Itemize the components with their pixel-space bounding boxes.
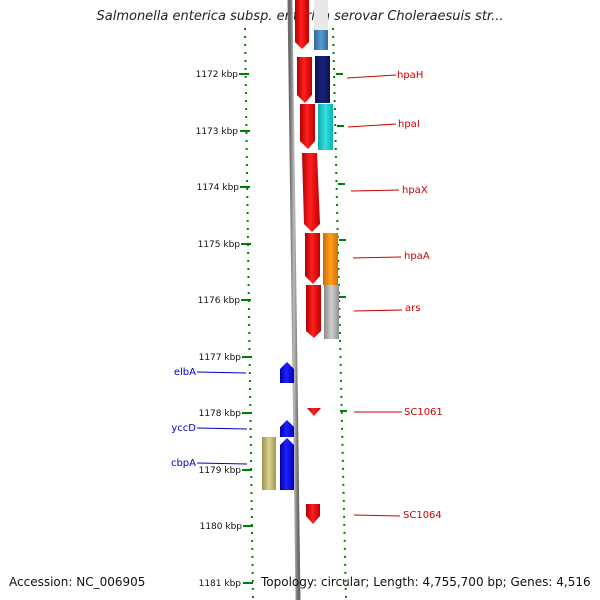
tick-marks bbox=[239, 73, 347, 584]
gene-arrow-hpaI[interactable] bbox=[300, 104, 315, 149]
partner-block-hpaH[interactable] bbox=[315, 56, 330, 103]
gene-label-SC1064[interactable]: SC1064 bbox=[403, 510, 442, 521]
leader-line bbox=[350, 189, 400, 192]
gene-label-ars[interactable]: ars bbox=[405, 303, 420, 314]
partner-block-cbpA[interactable] bbox=[262, 437, 276, 490]
leader-line bbox=[196, 371, 247, 374]
leader-line bbox=[196, 427, 248, 430]
gene-label-hpaA[interactable]: hpaA bbox=[404, 251, 430, 262]
gene-arrow-ars[interactable] bbox=[306, 285, 321, 338]
gene-label-cbpA[interactable]: cbpA bbox=[171, 458, 196, 469]
partner-block-top[interactable] bbox=[314, 30, 328, 50]
tick-label: 1180 kbp bbox=[200, 522, 243, 532]
gene-label-elbA[interactable]: elbA bbox=[174, 367, 196, 378]
track-border-left bbox=[244, 27, 254, 600]
partner-block-ars[interactable] bbox=[324, 285, 339, 339]
gene-label-hpaI[interactable]: hpaI bbox=[398, 119, 420, 130]
partner-block-top-light[interactable] bbox=[314, 0, 328, 30]
accession-label: Accession: NC_006905 bbox=[9, 575, 146, 589]
gene-arrow-cbpA[interactable] bbox=[280, 438, 294, 490]
gene-arrow-hpaX[interactable] bbox=[302, 153, 320, 232]
tick-label: 1179 kbp bbox=[199, 466, 242, 476]
tick-label: 1172 kbp bbox=[196, 70, 239, 80]
topology-label: Topology: circular; Length: 4,755,700 bp… bbox=[261, 575, 591, 589]
tick-label: 1173 kbp bbox=[196, 127, 239, 137]
genome-backbone bbox=[287, 0, 301, 600]
tick-label: 1178 kbp bbox=[199, 409, 242, 419]
gene-label-hpaH[interactable]: hpaH bbox=[397, 70, 423, 81]
gene-arrow-yccD[interactable] bbox=[280, 420, 294, 437]
tick-label: 1176 kbp bbox=[198, 296, 241, 306]
gene-arrow-SC1061[interactable] bbox=[307, 408, 321, 416]
forward-genes bbox=[295, 0, 321, 524]
leader-line bbox=[347, 123, 397, 128]
partner-block-hpaA[interactable] bbox=[323, 233, 338, 285]
tick-label: 1177 kbp bbox=[199, 353, 242, 363]
partner-genes bbox=[262, 0, 339, 490]
gene-arrow-top[interactable] bbox=[295, 0, 309, 49]
partner-block-hpaI[interactable] bbox=[318, 104, 333, 150]
tick-label: 1174 kbp bbox=[197, 183, 240, 193]
gene-label-SC1061[interactable]: SC1061 bbox=[404, 407, 443, 418]
tick-label: 1175 kbp bbox=[198, 240, 241, 250]
gene-arrow-elbA[interactable] bbox=[280, 362, 294, 383]
leader-line bbox=[196, 462, 248, 465]
leader-line bbox=[353, 309, 403, 312]
gene-arrow-hpaA[interactable] bbox=[305, 233, 320, 284]
leader-line bbox=[352, 256, 402, 259]
tick-label: 1181 kbp bbox=[199, 579, 242, 589]
leader-line bbox=[353, 514, 401, 517]
gene-arrow-hpaH[interactable] bbox=[297, 57, 312, 103]
leader-line bbox=[346, 74, 397, 79]
gene-arrow-SC1064[interactable] bbox=[306, 504, 320, 524]
gene-label-hpaX[interactable]: hpaX bbox=[402, 185, 428, 196]
gene-label-yccD[interactable]: yccD bbox=[171, 423, 196, 434]
reverse-genes bbox=[280, 362, 294, 490]
